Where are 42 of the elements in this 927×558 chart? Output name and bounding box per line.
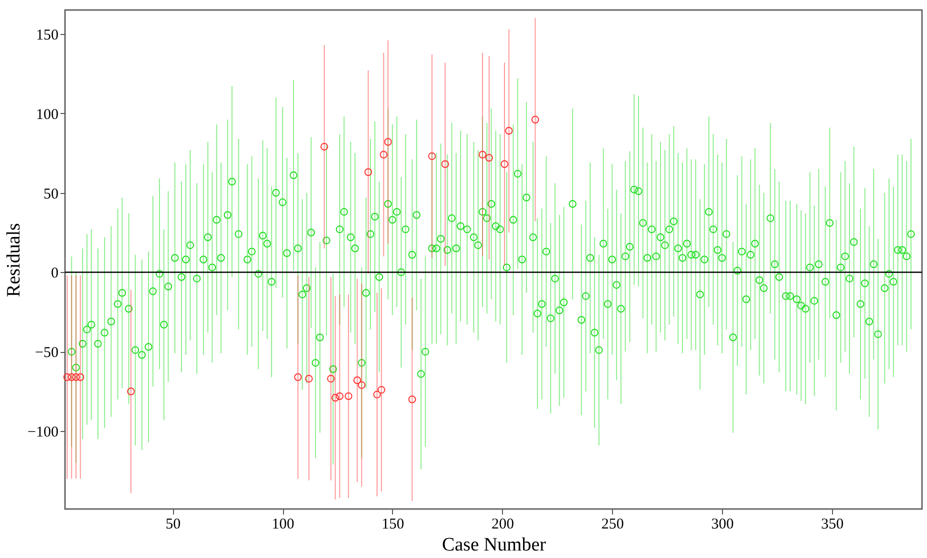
- x-axis-title: Case Number: [442, 534, 547, 556]
- x-tick-label: 150: [382, 516, 404, 532]
- x-tick-label: 350: [821, 516, 844, 532]
- point: [531, 116, 540, 124]
- y-tick-label: 150: [36, 27, 58, 44]
- point: [68, 373, 76, 381]
- point: [384, 138, 392, 146]
- point: [320, 142, 328, 151]
- point: [408, 396, 416, 404]
- point: [364, 168, 372, 176]
- y-tick-label: 50: [44, 186, 58, 202]
- point: [76, 373, 84, 381]
- x-tick-label: 250: [601, 516, 624, 532]
- y-axis-title: Residuals: [4, 223, 25, 297]
- y-tick-label: 0: [51, 266, 58, 282]
- point: [353, 376, 362, 384]
- point: [305, 374, 313, 383]
- x-tick-label: 100: [272, 516, 294, 532]
- point: [327, 374, 335, 383]
- point: [485, 154, 493, 162]
- point: [380, 150, 388, 158]
- point: [336, 392, 344, 400]
- point: [500, 160, 508, 168]
- y-tick-label: −50: [35, 345, 58, 362]
- point: [505, 126, 513, 135]
- x-tick-label: 300: [711, 516, 734, 532]
- point: [344, 392, 352, 400]
- point: [428, 152, 436, 160]
- point: [127, 388, 135, 396]
- point: [63, 373, 72, 381]
- x-tick-label: 200: [492, 516, 514, 532]
- point: [478, 150, 486, 158]
- y-tick-label: 100: [36, 106, 58, 123]
- x-tick-label: 50: [166, 516, 181, 532]
- point: [358, 381, 366, 389]
- y-tick-label: −100: [28, 424, 58, 441]
- point: [72, 373, 80, 381]
- point: [441, 160, 450, 168]
- point: [294, 373, 302, 381]
- point: [331, 394, 340, 402]
- point: [378, 386, 386, 394]
- point: [373, 390, 381, 398]
